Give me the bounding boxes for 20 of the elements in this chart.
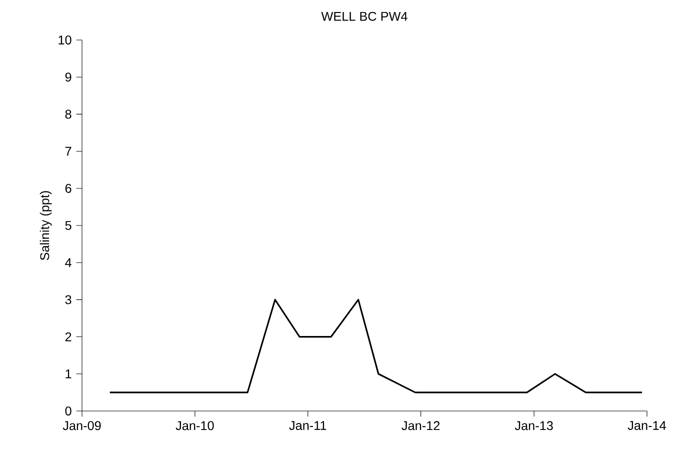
y-tick-label: 6: [65, 184, 72, 193]
y-tick-label: 2: [65, 332, 72, 342]
y-tick-label: 10: [58, 36, 72, 44]
y-tick-label: 9: [65, 72, 72, 82]
y-tick-label: 1: [66, 370, 72, 378]
y-tick-label: 0: [65, 406, 72, 416]
x-tick-label: Jan-13: [514, 421, 553, 430]
chart-title: WELL BC PW4: [321, 12, 408, 21]
x-tick-label: Jan-11: [289, 421, 326, 430]
y-tick-label: 8: [65, 110, 72, 119]
y-tick-label: 5: [65, 221, 72, 230]
x-tick-label: Jan-14: [628, 421, 666, 430]
y-axis-title: Salinity (ppt): [40, 191, 52, 260]
x-tick-label: Jan-12: [402, 421, 440, 430]
y-tick-label: 3: [65, 295, 72, 304]
x-tick-label: Jan-09: [62, 421, 101, 430]
line-series: [109, 298, 643, 394]
x-tick-label: Jan-10: [176, 421, 214, 430]
y-tick-label: 7: [65, 146, 72, 156]
y-tick-label: 4: [65, 258, 72, 267]
